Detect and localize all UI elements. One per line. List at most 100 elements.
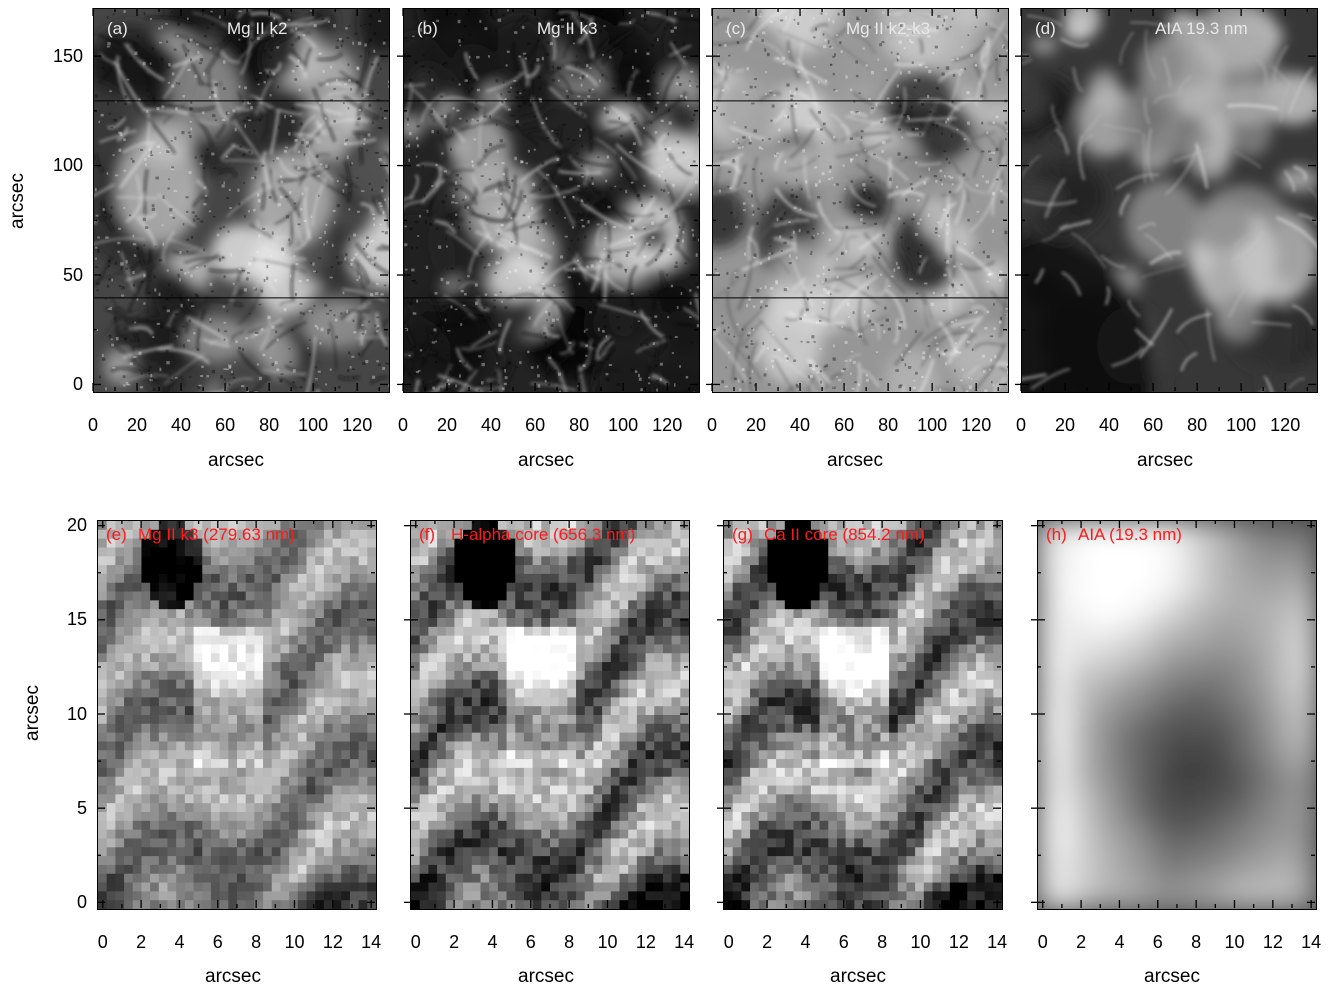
panel-title: Mg II k3 (279.63 nm) [138,525,295,544]
panel-label: (b) [417,19,438,38]
x-tick-label: 80 [259,415,280,435]
x-axis-title-d: arcsec [1137,450,1193,471]
image-mg-ii-k2-k3 [713,9,1008,392]
x-tick-label: 14 [987,932,1008,952]
x-axis-title-h: arcsec [1144,966,1200,987]
x-axis-title-a: arcsec [208,450,264,471]
image-h-alpha-core [411,521,689,909]
x-tick-label: 10 [284,932,305,952]
panel-title: AIA 19.3 nm [1155,19,1248,38]
x-tick-label: 80 [878,415,899,435]
x-tick-label: 12 [322,932,343,952]
x-tick-label: 40 [481,415,502,435]
x-tick-label: 14 [1301,932,1322,952]
panel-label: (d) [1035,19,1056,38]
x-tick-label: 120 [652,415,683,435]
x-tick-label: 120 [961,415,992,435]
panel-title: AIA (19.3 nm) [1078,525,1182,544]
panel-g-ca-ii-core: (g) Ca II core (854.2 nm) [723,520,1003,910]
x-tick-label: 20 [1055,415,1076,435]
panel-b-mg-ii-k3: (b) Mg II k3 [403,8,700,393]
x-tick-label: 100 [298,415,329,435]
x-tick-label: 100 [608,415,639,435]
x-tick-label: 14 [361,932,382,952]
x-tick-label: 2 [136,932,147,952]
x-tick-label: 12 [635,932,656,952]
x-tick-label: 8 [251,932,262,952]
panel-title: Ca II core (854.2 nm) [764,525,925,544]
x-tick-label: 6 [212,932,223,952]
x-tick-label: 10 [1224,932,1245,952]
x-tick-label: 0 [1037,932,1048,952]
image-aia-19-3-zoom [1038,521,1316,909]
image-mg-ii-k2 [94,9,389,392]
x-axis-title-b: arcsec [518,450,574,471]
image-aia-19-3 [1022,9,1317,392]
panel-label: (e) [106,525,127,544]
x-tick-label: 4 [487,932,498,952]
x-tick-label: 14 [674,932,695,952]
image-ca-ii-core [724,521,1002,909]
x-tick-label: 0 [410,932,421,952]
x-tick-label: 20 [746,415,767,435]
y-tick-label: 100 [53,155,84,176]
x-tick-label: 80 [569,415,590,435]
panel-title: H-alpha core (656.3 nm) [451,525,636,544]
y-axis-title-top: arcsec [7,173,28,229]
x-tick-label: 10 [910,932,931,952]
y-tick-label: 20 [67,515,88,536]
y-tick-label: 150 [53,45,84,66]
x-tick-label: 12 [948,932,969,952]
x-tick-label: 40 [171,415,192,435]
x-tick-label: 6 [838,932,849,952]
x-axis-title-g: arcsec [830,966,886,987]
panel-label: (f) [419,525,436,544]
x-tick-label: 2 [449,932,460,952]
x-tick-label: 0 [723,932,734,952]
x-tick-label: 8 [1191,932,1202,952]
panel-label: (a) [107,19,128,38]
x-axis-title-f: arcsec [518,966,574,987]
x-tick-label: 100 [917,415,948,435]
y-axis-title-bottom: arcsec [22,685,43,741]
x-tick-label: 40 [1099,415,1120,435]
x-tick-label: 0 [97,932,108,952]
x-tick-label: 0 [707,415,718,435]
x-tick-label: 2 [1076,932,1087,952]
x-tick-label: 8 [564,932,575,952]
x-tick-label: 12 [1262,932,1283,952]
panel-title: Mg II k3 [537,19,598,38]
x-tick-label: 100 [1226,415,1257,435]
x-tick-label: 0 [1016,415,1027,435]
x-tick-label: 0 [88,415,99,435]
panel-label: (g) [732,525,753,544]
x-tick-label: 80 [1187,415,1208,435]
y-tick-label: 0 [73,373,84,394]
panel-h-aia-19-3-zoom: (h) AIA (19.3 nm) [1037,520,1317,910]
panel-title: Mg II k2-k3 [846,19,931,38]
x-tick-label: 60 [525,415,546,435]
y-tick-label: 50 [63,264,84,285]
panel-c-mg-ii-k2-k3: (c) Mg II k2-k3 [712,8,1009,393]
x-tick-label: 60 [1143,415,1164,435]
y-tick-label: 5 [77,797,88,818]
x-tick-label: 10 [597,932,618,952]
x-axis-title-c: arcsec [827,450,883,471]
x-tick-label: 4 [174,932,185,952]
panel-a-mg-ii-k2: (a) Mg II k2 [93,8,390,393]
y-tick-label: 0 [77,891,88,912]
x-tick-label: 20 [437,415,458,435]
image-mg-ii-k3 [404,9,699,392]
x-tick-label: 6 [1152,932,1163,952]
x-tick-label: 120 [1270,415,1301,435]
x-tick-label: 120 [342,415,373,435]
x-tick-label: 60 [215,415,236,435]
panel-label: (c) [726,19,746,38]
x-tick-label: 4 [800,932,811,952]
x-tick-label: 8 [877,932,888,952]
x-tick-label: 40 [790,415,811,435]
x-tick-label: 20 [127,415,148,435]
y-tick-label: 10 [67,703,88,724]
x-tick-label: 4 [1114,932,1125,952]
panel-f-h-alpha-core: (f) H-alpha core (656.3 nm) [410,520,690,910]
